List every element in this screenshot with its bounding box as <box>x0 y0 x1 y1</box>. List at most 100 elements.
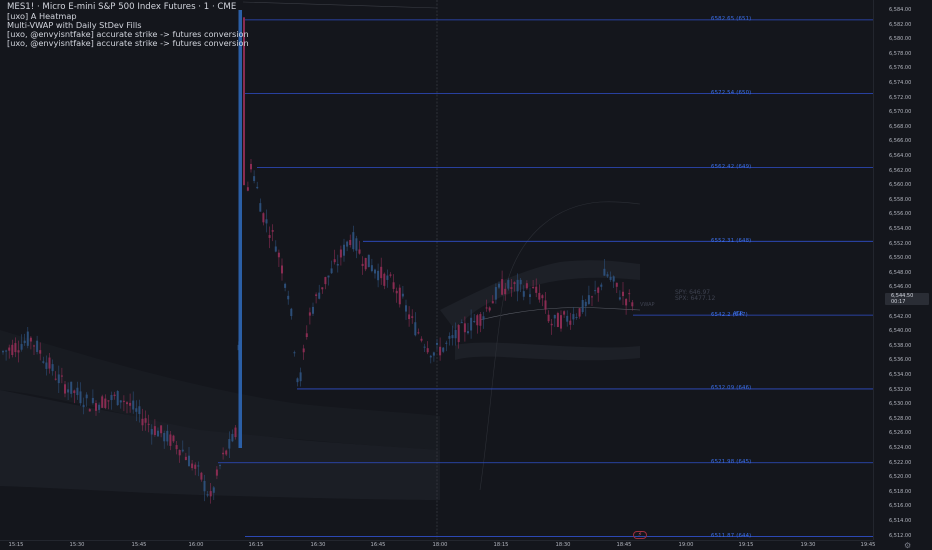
candle <box>358 249 361 254</box>
candle <box>476 315 479 326</box>
candle <box>591 296 593 298</box>
time-tick: 19:15 <box>738 542 754 548</box>
price-tick: 6,514.00 <box>889 518 912 524</box>
candle <box>48 357 51 369</box>
candle <box>45 362 48 369</box>
price-tick: 6,538.00 <box>889 342 912 349</box>
candle <box>138 406 141 415</box>
candle <box>432 352 435 356</box>
candle <box>361 263 364 267</box>
candle <box>615 282 618 287</box>
time-tick: 16:45 <box>370 542 386 548</box>
time-tick: 15:45 <box>131 542 147 548</box>
indicator-strike-2[interactable]: [uxo, @envyisntfake] accurate strike -> … <box>7 38 249 48</box>
candle <box>119 400 122 403</box>
candle <box>532 287 535 289</box>
candle <box>219 465 221 467</box>
candle <box>209 491 212 497</box>
price-tick: 6,516.00 <box>889 503 912 510</box>
candle <box>498 283 500 288</box>
candle <box>8 347 11 351</box>
candle <box>29 337 32 342</box>
indicator-vwap[interactable]: Multi-VWAP with Daily StDev Fills <box>7 20 142 30</box>
candle <box>578 308 581 317</box>
candle <box>253 176 256 182</box>
candle <box>150 428 153 435</box>
candle <box>318 292 321 299</box>
price-tick: 6,554.00 <box>889 226 912 232</box>
candle <box>265 219 268 224</box>
symbol-title[interactable]: MES1! · Micro E-mini S&P 500 Index Futur… <box>7 2 237 12</box>
price-tick: 6,548.00 <box>889 269 912 276</box>
candle <box>389 274 392 276</box>
candle <box>287 295 290 300</box>
indicator-heatmap[interactable]: [uxo] A Heatmap <box>7 11 77 21</box>
candle <box>91 397 94 404</box>
time-axis[interactable]: 15:15 15:30 15:45 16:00 16:15 16:30 16:45 18:00… <box>0 540 876 550</box>
candle <box>352 232 355 250</box>
price-tick: 6,570.00 <box>889 109 912 116</box>
candle <box>321 287 324 290</box>
candle <box>54 378 57 380</box>
candle <box>339 249 342 258</box>
atr-label: ATR <box>733 311 744 317</box>
candle <box>501 279 504 295</box>
candle <box>194 464 197 469</box>
strike-level-label: 6532.09 (646) <box>711 385 752 392</box>
candle <box>178 450 181 456</box>
price-tick: 6,536.00 <box>889 357 912 364</box>
price-tick: 6,546.00 <box>889 284 912 291</box>
price-chart[interactable] <box>0 0 873 540</box>
candle <box>141 418 144 426</box>
gear-icon[interactable]: ⚙ <box>904 541 912 550</box>
lightning-icon[interactable]: ⚡ <box>633 531 647 539</box>
candle <box>473 320 476 323</box>
price-tick: 6,556.00 <box>889 211 912 218</box>
time-tick: 18:45 <box>616 542 632 548</box>
candle <box>426 348 429 353</box>
candle <box>470 317 473 331</box>
candle <box>206 494 209 496</box>
price-tick: 6,576.00 <box>889 65 912 72</box>
price-tick: 6,582.00 <box>889 21 912 28</box>
price-tick: 6,552.00 <box>889 240 912 247</box>
candle <box>268 235 271 238</box>
candle <box>448 335 451 339</box>
candle <box>315 294 318 296</box>
candle <box>367 254 370 268</box>
candle <box>522 291 525 297</box>
candle <box>132 400 135 410</box>
candle <box>104 398 107 408</box>
candle <box>423 346 426 348</box>
candle <box>463 323 466 333</box>
candle <box>82 404 85 408</box>
candle <box>88 409 91 412</box>
candle <box>163 432 166 442</box>
candle <box>479 314 482 326</box>
candle <box>228 439 231 449</box>
price-tick: 6,562.00 <box>889 167 912 174</box>
candle <box>575 317 578 319</box>
candle <box>11 344 14 356</box>
candle <box>101 396 104 408</box>
candle <box>417 332 420 334</box>
candle <box>107 400 110 402</box>
price-axis[interactable]: 6,584.00 6,582.00 6,580.00 6,578.00 6,576.00… <box>873 0 932 540</box>
time-tick: 18:30 <box>555 542 571 548</box>
candle <box>172 435 175 442</box>
candle <box>343 244 345 256</box>
price-tick: 6,530.00 <box>889 401 912 408</box>
candle <box>516 279 519 292</box>
indicator-strike-1[interactable]: [uxo, @envyisntfake] accurate strike -> … <box>7 29 249 39</box>
candle <box>51 364 54 372</box>
candle <box>364 257 367 270</box>
time-tick: 19:45 <box>860 542 876 548</box>
candle <box>346 241 349 247</box>
candle <box>600 284 603 287</box>
candle <box>429 355 432 358</box>
candle <box>504 288 507 295</box>
time-tick: 19:00 <box>678 542 694 548</box>
candle <box>116 391 119 406</box>
candle <box>488 307 491 311</box>
